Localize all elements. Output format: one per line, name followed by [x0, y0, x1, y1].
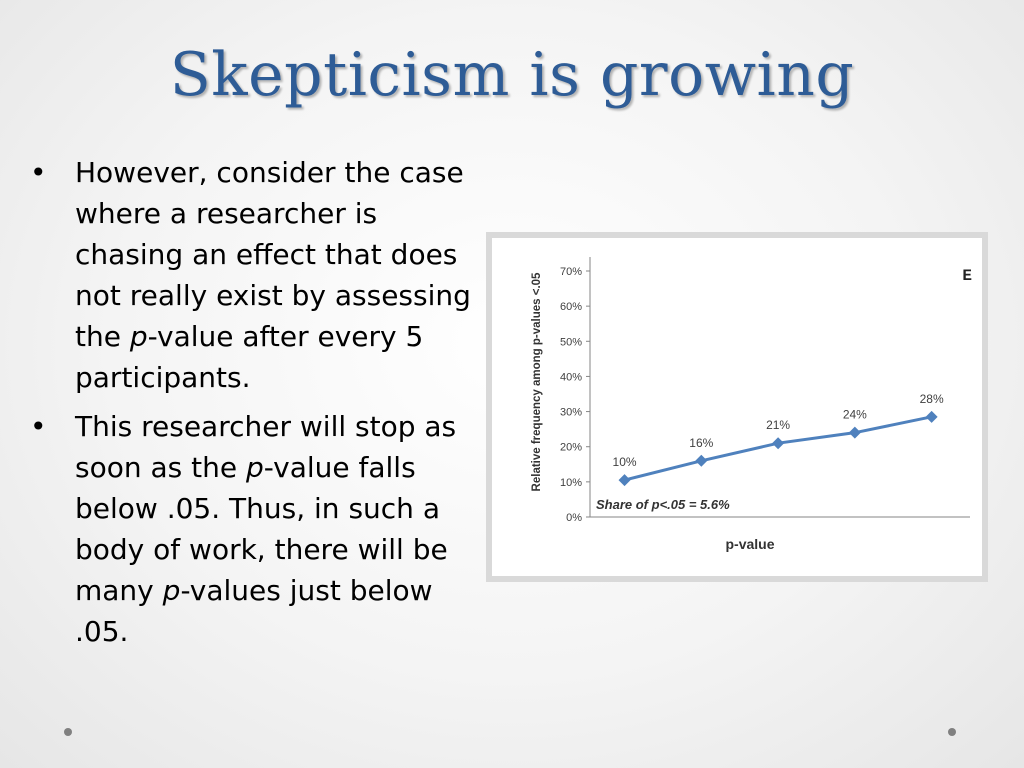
bullet-marker: • — [30, 410, 47, 443]
y-tick-label: 10% — [560, 477, 582, 489]
panel-label: E — [962, 267, 972, 285]
y-tick-label: 20% — [560, 442, 582, 454]
y-axis-title: Relative frequency among p-values <.05 — [531, 272, 543, 492]
data-label: 24% — [843, 408, 867, 422]
line-chart: 0% 10% 20% 30% 40% 50% 60% 70% p-value Relative f… — [531, 257, 972, 552]
bullet-text-italic: p — [246, 451, 264, 484]
annotation-text: Share of p<.05 = 5.6% — [596, 497, 730, 512]
bullet-text: -value falls below .05. Thus, in such a … — [75, 451, 448, 607]
data-point-marker — [695, 454, 708, 467]
chart-frame: 0% 10% 20% 30% 40% 50% 60% 70% p-value Relative f… — [486, 232, 988, 582]
bullet-text: This researcher will stop as soon as the — [75, 410, 457, 484]
data-point-marker — [848, 426, 861, 439]
data-label: 10% — [613, 455, 637, 469]
y-tick-label: 0% — [566, 512, 582, 524]
bullet-item: • This researcher will stop as soon as th… — [30, 406, 480, 652]
bullet-text-italic: p — [162, 574, 181, 607]
bullet-text: However, consider the case where a resea… — [75, 156, 471, 353]
data-point-marker — [772, 437, 785, 450]
bullet-text: -value after every 5 participants. — [75, 320, 424, 394]
y-tick-label: 60% — [560, 301, 582, 313]
data-label: 28% — [920, 392, 944, 406]
y-tick-label: 30% — [560, 407, 582, 419]
slide-title: Skepticism is growing — [169, 40, 855, 110]
bullet-list: • However, consider the case where a rese… — [30, 152, 480, 660]
chart-panel: 0% 10% 20% 30% 40% 50% 60% 70% p-value Relative f… — [492, 238, 982, 576]
bullet-text: -values just below .05. — [75, 574, 433, 648]
data-label: 16% — [689, 436, 713, 450]
y-tick-label: 40% — [560, 371, 582, 383]
data-label: 21% — [766, 418, 790, 432]
data-point-marker — [618, 474, 631, 487]
data-point-marker — [925, 410, 938, 423]
bullet-marker: • — [30, 156, 47, 189]
y-tick-label: 50% — [560, 336, 582, 348]
bullet-item: • However, consider the case where a rese… — [30, 152, 480, 398]
corner-dot-icon — [948, 728, 956, 736]
x-axis-title: p-value — [725, 536, 774, 552]
y-tick-label: 70% — [560, 266, 582, 278]
corner-dot-icon — [64, 728, 72, 736]
bullet-text-italic: p — [129, 320, 148, 353]
